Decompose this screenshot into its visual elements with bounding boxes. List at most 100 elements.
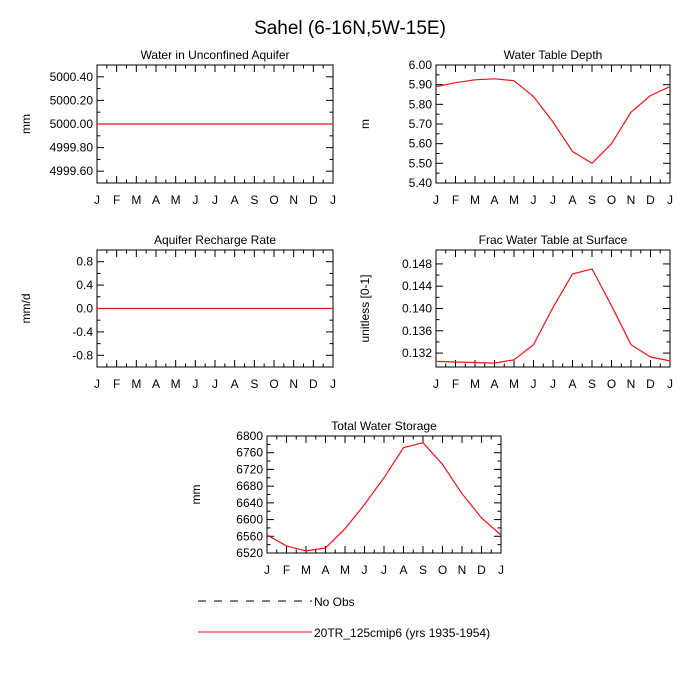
x-tick-label: D xyxy=(309,377,318,391)
x-tick-label: F xyxy=(452,377,459,391)
plot-frame xyxy=(266,435,502,554)
y-tick-label: 5.60 xyxy=(409,137,433,151)
y-tick-label: 5.40 xyxy=(409,176,433,190)
y-tick-label: -0.8 xyxy=(72,348,93,362)
x-tick-label: J xyxy=(264,563,270,577)
x-tick-label: M xyxy=(509,377,519,391)
x-tick-label: M xyxy=(131,377,141,391)
chart-title: Water in Unconfined Aquifer xyxy=(141,48,290,62)
x-tick-label: N xyxy=(627,377,636,391)
x-tick-label: S xyxy=(588,193,596,207)
y-tick-label: 5000.00 xyxy=(50,117,94,131)
x-tick-label: J xyxy=(212,193,218,207)
x-tick-label: N xyxy=(289,377,298,391)
x-tick-label: J xyxy=(433,193,439,207)
y-tick-label: 0.136 xyxy=(402,324,432,338)
y-tick-label: 5000.40 xyxy=(50,70,94,84)
x-tick-label: S xyxy=(250,193,258,207)
x-tick-label: O xyxy=(607,377,616,391)
x-tick-label: J xyxy=(362,563,368,577)
x-tick-label: J xyxy=(498,563,504,577)
chart-title: Frac Water Table at Surface xyxy=(479,233,628,247)
y-tick-label: 0.140 xyxy=(402,302,432,316)
chart-title: Aquifer Recharge Rate xyxy=(154,233,276,247)
y-tick-label: 5.90 xyxy=(409,78,433,92)
x-tick-label: J xyxy=(433,377,439,391)
y-axis-label: m xyxy=(358,119,372,129)
x-tick-label: N xyxy=(289,193,298,207)
x-tick-label: A xyxy=(152,377,160,391)
y-tick-label: 6.00 xyxy=(409,58,433,72)
y-axis-label: unitless [0-1] xyxy=(358,274,372,342)
legend-label-no-obs: No Obs xyxy=(314,595,355,609)
y-tick-label: 5.70 xyxy=(409,117,433,131)
x-tick-label: D xyxy=(646,193,655,207)
x-tick-label: J xyxy=(94,193,100,207)
x-tick-label: M xyxy=(171,193,181,207)
x-tick-label: M xyxy=(509,193,519,207)
x-tick-label: F xyxy=(452,193,459,207)
chart-title: Total Water Storage xyxy=(331,419,437,433)
series-line xyxy=(435,268,671,364)
x-tick-label: N xyxy=(458,563,467,577)
y-tick-label: 6600 xyxy=(236,513,263,527)
x-tick-label: M xyxy=(340,563,350,577)
x-tick-label: A xyxy=(399,563,407,577)
x-tick-label: S xyxy=(250,377,258,391)
y-tick-label: 6560 xyxy=(236,529,263,543)
x-tick-label: N xyxy=(627,193,636,207)
y-tick-label: 0.4 xyxy=(76,278,93,292)
x-tick-label: F xyxy=(113,193,120,207)
x-tick-label: A xyxy=(568,193,576,207)
y-tick-label: 0.144 xyxy=(402,279,432,293)
x-tick-label: F xyxy=(113,377,120,391)
y-tick-label: -0.4 xyxy=(72,325,93,339)
x-tick-label: A xyxy=(152,193,160,207)
y-tick-label: 6800 xyxy=(236,429,263,443)
y-axis-label: mm/d xyxy=(19,294,33,324)
x-tick-label: M xyxy=(171,377,181,391)
x-tick-label: F xyxy=(283,563,290,577)
x-tick-label: J xyxy=(192,193,198,207)
x-tick-label: A xyxy=(231,193,239,207)
y-tick-label: 0.132 xyxy=(402,346,432,360)
x-tick-label: A xyxy=(490,377,498,391)
x-tick-label: A xyxy=(568,377,576,391)
y-tick-label: 0.8 xyxy=(76,255,93,269)
x-tick-label: O xyxy=(607,193,616,207)
y-tick-label: 6640 xyxy=(236,496,263,510)
y-tick-label: 6760 xyxy=(236,446,263,460)
x-tick-label: A xyxy=(321,563,329,577)
x-tick-label: O xyxy=(438,563,447,577)
x-tick-label: J xyxy=(667,377,673,391)
x-tick-label: J xyxy=(381,563,387,577)
x-tick-label: D xyxy=(309,193,318,207)
plot-frame xyxy=(435,64,671,184)
x-tick-label: J xyxy=(330,193,336,207)
y-tick-label: 5.50 xyxy=(409,156,433,170)
x-tick-label: J xyxy=(550,193,556,207)
chart-frac-water-table-surface: Frac Water Table at Surface unitless [0-1… xyxy=(358,233,673,391)
x-tick-label: M xyxy=(470,193,480,207)
x-tick-label: D xyxy=(646,377,655,391)
y-axis-label: mm xyxy=(189,485,203,505)
y-tick-label: 0.0 xyxy=(76,302,93,316)
x-tick-label: J xyxy=(192,377,198,391)
x-tick-label: J xyxy=(330,377,336,391)
x-tick-label: J xyxy=(212,377,218,391)
y-tick-label: 6520 xyxy=(236,546,263,560)
chart-title: Water Table Depth xyxy=(504,48,603,62)
x-tick-label: J xyxy=(94,377,100,391)
x-tick-label: A xyxy=(231,377,239,391)
x-tick-label: M xyxy=(470,377,480,391)
y-tick-label: 6720 xyxy=(236,462,263,476)
x-tick-label: M xyxy=(301,563,311,577)
series-line xyxy=(266,442,502,552)
x-tick-label: O xyxy=(269,377,278,391)
x-tick-label: S xyxy=(419,563,427,577)
